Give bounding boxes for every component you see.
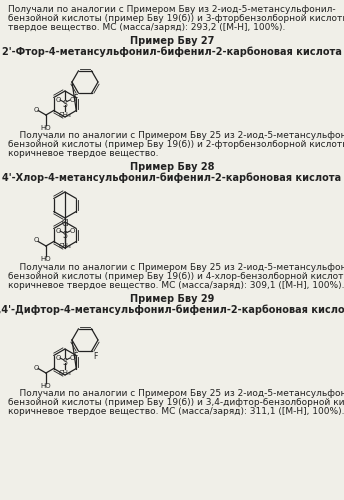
Text: F: F [73,352,77,361]
Text: O: O [34,106,39,112]
Text: S: S [63,231,67,240]
Text: коричневое твердое вещество.: коричневое твердое вещество. [8,149,159,158]
Text: бензойной кислоты (пример Бву 19(б)) и 4-хлор-бензолборной кислоты. Светло-: бензойной кислоты (пример Бву 19(б)) и 4… [8,272,344,281]
Text: бензойной кислоты (пример Бву 19(б)) и 2-фторбензолборной кислоты. Светло-: бензойной кислоты (пример Бву 19(б)) и 2… [8,140,344,149]
Text: O: O [55,355,61,361]
Text: бензойной кислоты (пример Бву 19(б)) и 3,4-дифтор-бензолборной кислоты. Светло-: бензойной кислоты (пример Бву 19(б)) и 3… [8,398,344,407]
Text: F: F [73,94,77,103]
Text: O: O [69,228,75,234]
Text: Получали по аналогии с Примером Бву 25 из 2-иод-5-метансульфонил-: Получали по аналогии с Примером Бву 25 и… [8,263,344,272]
Text: коричневое твердое вещество. МС (масса/заряд): 309,1 ([M-H], 100%).: коричневое твердое вещество. МС (масса/з… [8,281,344,290]
Text: Cl: Cl [61,220,69,228]
Text: Получали по аналогии с Примером Бву из 2-иод-5-метансульфонил-: Получали по аналогии с Примером Бву из 2… [8,5,336,14]
Text: твердое вещество. МС (масса/заряд): 293,2 ([M-H], 100%).: твердое вещество. МС (масса/заряд): 293,… [8,23,286,32]
Text: HO: HO [41,383,51,389]
Text: O: O [69,355,75,361]
Text: 2'-Фтор-4-метансульфонил-бифенил-2-карбоновая кислота: 2'-Фтор-4-метансульфонил-бифенил-2-карбо… [2,46,342,57]
Text: O: O [55,97,61,103]
Text: CH₃: CH₃ [58,112,71,118]
Text: F: F [93,352,97,361]
Text: Получали по аналогии с Примером Бву 25 из 2-иод-5-метансульфонил-: Получали по аналогии с Примером Бву 25 и… [8,389,344,398]
Text: 4'-Хлор-4-метансульфонил-бифенил-2-карбоновая кислота: 4'-Хлор-4-метансульфонил-бифенил-2-карбо… [2,172,342,183]
Text: бензойной кислоты (пример Бву 19(б)) и 3-фторбензолборной кислоты. Желтое: бензойной кислоты (пример Бву 19(б)) и 3… [8,14,344,23]
Text: S: S [63,358,67,367]
Text: S: S [63,100,67,109]
Text: коричневое твердое вещество. МС (масса/заряд): 311,1 ([M-H], 100%).: коричневое твердое вещество. МС (масса/з… [8,407,344,416]
Text: HO: HO [41,125,51,131]
Text: O: O [34,238,39,244]
Text: CH₃: CH₃ [58,243,71,249]
Text: 3',4'-Дифтор-4-метансульфонил-бифенил-2-карбоновая кислота: 3',4'-Дифтор-4-метансульфонил-бифенил-2-… [0,304,344,315]
Text: Получали по аналогии с Примером Бву 25 из 2-иод-5-метансульфонил-: Получали по аналогии с Примером Бву 25 и… [8,131,344,140]
Text: O: O [69,97,75,103]
Text: O: O [34,364,39,370]
Text: O: O [55,228,61,234]
Text: HO: HO [41,256,51,262]
Text: Пример Бву 28: Пример Бву 28 [130,162,214,172]
Text: Пример Бву 27: Пример Бву 27 [130,36,214,46]
Text: Пример Бву 29: Пример Бву 29 [130,294,214,304]
Text: CH₃: CH₃ [58,370,71,376]
